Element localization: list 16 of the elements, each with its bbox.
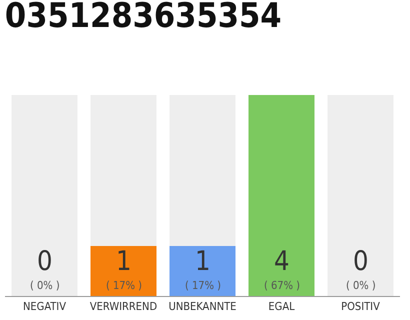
annotation: 0 [353, 246, 368, 277]
x-tick-label: POSITIV [341, 300, 380, 314]
x-tick-label: VERWIRREND [90, 300, 158, 314]
data-label: 1 [195, 246, 210, 277]
x-tick-label: NEGATIV [23, 300, 66, 314]
data-label: 4 [274, 246, 290, 277]
data-label: 1 [116, 246, 132, 277]
annotation: ( 0% ) [346, 279, 376, 292]
x-tick-label: EGAL [268, 300, 296, 314]
annotation: ( 17% ) [106, 279, 142, 292]
annotation: 0 [37, 246, 52, 277]
annotation: ( 67% ) [264, 279, 300, 292]
annotation: ( 0% ) [30, 279, 60, 292]
chart-title: 0351283635354 [4, 0, 282, 36]
x-tick-label: UNBEKANNTE [168, 300, 236, 314]
annotation: ( 17% ) [185, 279, 222, 292]
